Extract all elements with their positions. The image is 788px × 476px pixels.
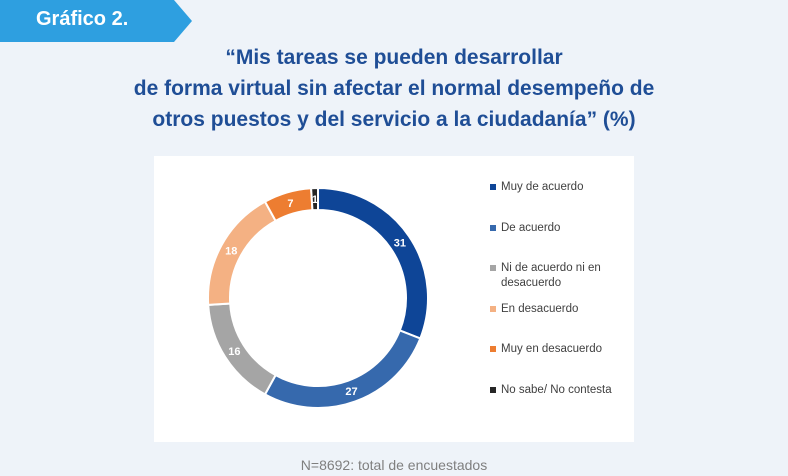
legend-item-5: Muy en desacuerdo <box>490 342 630 357</box>
legend-label-3: Ni de acuerdo ni en desacuerdo <box>501 262 601 289</box>
donut-chart: 31 27 16 18 7 1 <box>207 186 429 409</box>
chart-number-badge: Gráfico 2. <box>0 0 192 42</box>
legend-label-2: De acuerdo <box>501 222 561 234</box>
chart-title-line-3: otros puestos y del servicio a la ciudad… <box>152 108 636 131</box>
donut-slice-2 <box>263 329 422 409</box>
legend-item-6: No sabe/ No contesta <box>490 383 630 398</box>
legend-item-3: Ni de acuerdo ni en desacuerdo <box>490 261 630 291</box>
donut-data-label-4: 18 <box>225 245 237 257</box>
legend-swatch-2 <box>490 225 496 231</box>
chart-panel: 31 27 16 18 7 1 Muy de acuerdo De acuerdo Ni de… <box>154 156 634 442</box>
donut-data-label-2: 27 <box>345 386 357 398</box>
donut-slice-3 <box>207 302 277 396</box>
donut-data-label-6: 1 <box>312 194 318 206</box>
legend-label-4: En desacuerdo <box>501 303 579 315</box>
donut-data-label-5: 7 <box>287 198 293 210</box>
legend-swatch-3 <box>490 265 496 271</box>
donut-data-label-3: 16 <box>228 346 240 358</box>
donut-slice-6 <box>310 186 319 212</box>
legend-item-2: De acuerdo <box>490 221 630 236</box>
legend-label-1: Muy de acuerdo <box>501 181 584 193</box>
legend-swatch-6 <box>490 387 496 393</box>
donut-data-label-1: 31 <box>394 237 406 249</box>
legend-swatch-5 <box>490 346 496 352</box>
chart-number-label: Gráfico 2. <box>36 8 129 30</box>
donut-slice-4 <box>207 200 277 306</box>
legend-item-1: Muy de acuerdo <box>490 180 630 195</box>
legend-label-5: Muy en desacuerdo <box>501 343 603 355</box>
legend-label-6: No sabe/ No contesta <box>501 384 612 396</box>
legend-swatch-1 <box>490 184 496 190</box>
legend-item-4: En desacuerdo <box>490 302 630 317</box>
sample-size-note: N=8692: total de encuestados <box>300 457 488 473</box>
chart-title-line-1: “Mis tareas se pueden desarrollar <box>225 46 563 69</box>
legend-swatch-4 <box>490 306 496 312</box>
donut-slice-1 <box>317 186 429 340</box>
chart-title-line-2: de forma virtual sin afectar el normal d… <box>133 77 655 100</box>
chart-title: “Mis tareas se pueden desarrollar de for… <box>60 42 728 135</box>
